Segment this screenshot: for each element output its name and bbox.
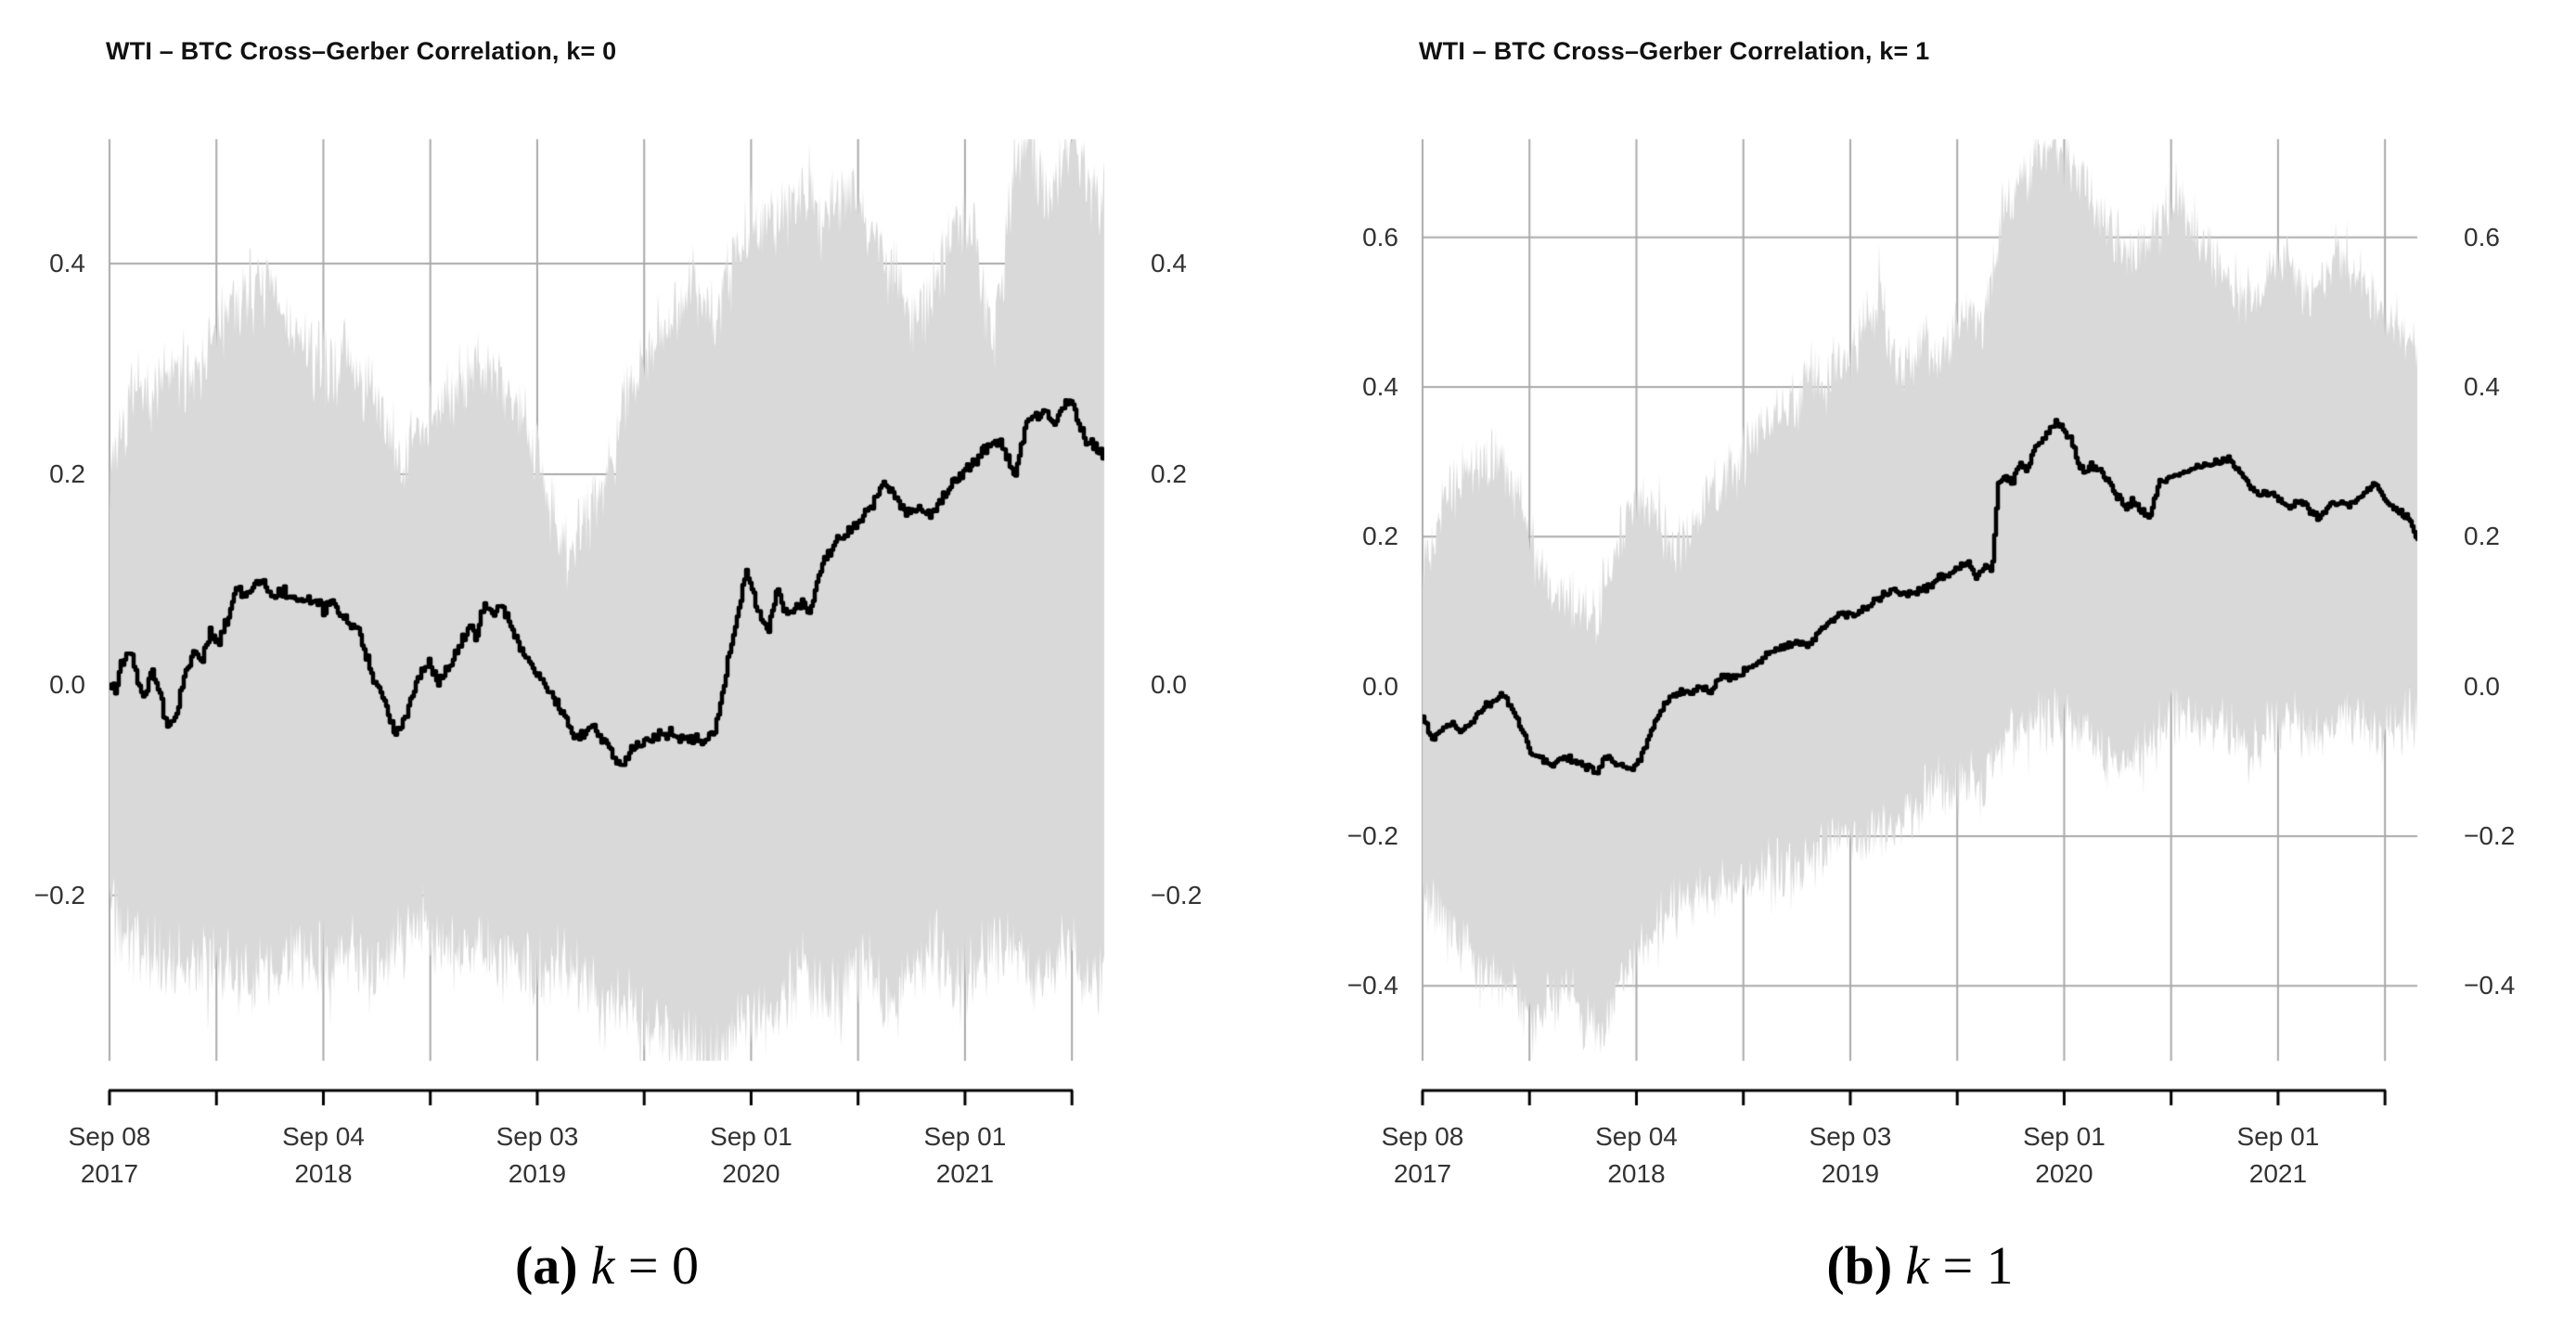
caption-a: (a) k = 0 xyxy=(109,1234,1104,1297)
x-tick-label-date: Sep 01 xyxy=(923,1122,1007,1151)
y-tick-label: 0.0 xyxy=(49,669,85,699)
caption-a-equation: = 0 xyxy=(614,1235,700,1296)
y-tick-label: 0.2 xyxy=(1362,522,1398,551)
x-tick-label: Sep 01 2020 xyxy=(1962,1118,2166,1193)
y-tick-label: 0.2 xyxy=(2464,522,2500,551)
y-tick-label: 0.6 xyxy=(2464,222,2500,252)
y-tick-label: −0.4 xyxy=(2464,971,2516,1000)
x-tick-label-year: 2019 xyxy=(508,1159,567,1188)
x-tick-label-date: Sep 01 xyxy=(2236,1122,2320,1151)
y-tick-label: −0.2 xyxy=(33,880,85,910)
x-tick-label-year: 2021 xyxy=(935,1159,995,1188)
x-tick-label: Sep 08 2017 xyxy=(7,1118,212,1193)
y-tick-label: 0.0 xyxy=(2464,671,2500,701)
x-tick-label: Sep 01 2021 xyxy=(2176,1118,2380,1193)
x-tick-label: Sep 04 2018 xyxy=(221,1118,425,1193)
caption-a-label: (a) xyxy=(514,1235,578,1296)
caption-b-variable: k xyxy=(1905,1235,1929,1296)
x-tick-label-date: Sep 03 xyxy=(1809,1122,1892,1151)
x-tick-label-year: 2017 xyxy=(1393,1159,1452,1188)
chart-b-title: WTI – BTC Cross–Gerber Correlation, k= 1 xyxy=(1419,37,1930,65)
y-tick-label: 0.2 xyxy=(49,458,85,488)
caption-b-label: (b) xyxy=(1826,1235,1893,1296)
x-tick-label-year: 2018 xyxy=(1607,1159,1666,1188)
x-tick-label-year: 2020 xyxy=(2035,1159,2093,1188)
x-tick-label: Sep 03 2019 xyxy=(435,1118,639,1193)
x-tick-label-date: Sep 08 xyxy=(68,1122,151,1151)
x-tick-label: Sep 08 2017 xyxy=(1320,1118,1525,1193)
y-tick-label: 0.4 xyxy=(49,248,85,277)
y-tick-label: −0.2 xyxy=(1151,880,1203,910)
x-tick-label: Sep 04 2018 xyxy=(1534,1118,1738,1193)
x-tick-label-date: Sep 01 xyxy=(2023,1122,2106,1151)
caption-b-equation: = 1 xyxy=(1928,1235,2014,1296)
x-tick-label: Sep 01 2021 xyxy=(863,1118,1067,1193)
y-tick-label: 0.6 xyxy=(1362,222,1398,252)
x-tick-label-date: Sep 04 xyxy=(282,1122,365,1151)
x-tick-label-date: Sep 03 xyxy=(496,1122,579,1151)
x-tick-label: Sep 03 2019 xyxy=(1748,1118,1952,1193)
x-tick-label-year: 2018 xyxy=(294,1159,353,1188)
y-tick-label: 0.0 xyxy=(1362,671,1398,701)
y-tick-label: 0.4 xyxy=(1151,248,1187,277)
y-tick-label: −0.2 xyxy=(1346,821,1398,850)
x-tick-label-date: Sep 08 xyxy=(1381,1122,1464,1151)
caption-b: (b) k = 1 xyxy=(1423,1234,2417,1297)
x-tick-label-date: Sep 04 xyxy=(1595,1122,1678,1151)
y-tick-label: 0.4 xyxy=(2464,372,2500,401)
x-tick-label-date: Sep 01 xyxy=(710,1122,792,1151)
x-tick-label-year: 2021 xyxy=(2248,1159,2308,1188)
x-tick-label-year: 2019 xyxy=(1821,1159,1880,1188)
y-tick-label: 0.0 xyxy=(1151,669,1187,699)
y-tick-label: −0.4 xyxy=(1346,971,1398,1000)
x-tick-label-year: 2020 xyxy=(722,1159,780,1188)
caption-a-variable: k xyxy=(590,1235,615,1296)
y-tick-label: 0.4 xyxy=(1362,372,1398,401)
x-tick-label-year: 2017 xyxy=(80,1159,139,1188)
y-tick-label: −0.2 xyxy=(2464,821,2516,850)
y-tick-label: 0.2 xyxy=(1151,458,1187,488)
chart-a-title: WTI – BTC Cross–Gerber Correlation, k= 0 xyxy=(106,37,617,65)
x-tick-label: Sep 01 2020 xyxy=(649,1118,853,1193)
